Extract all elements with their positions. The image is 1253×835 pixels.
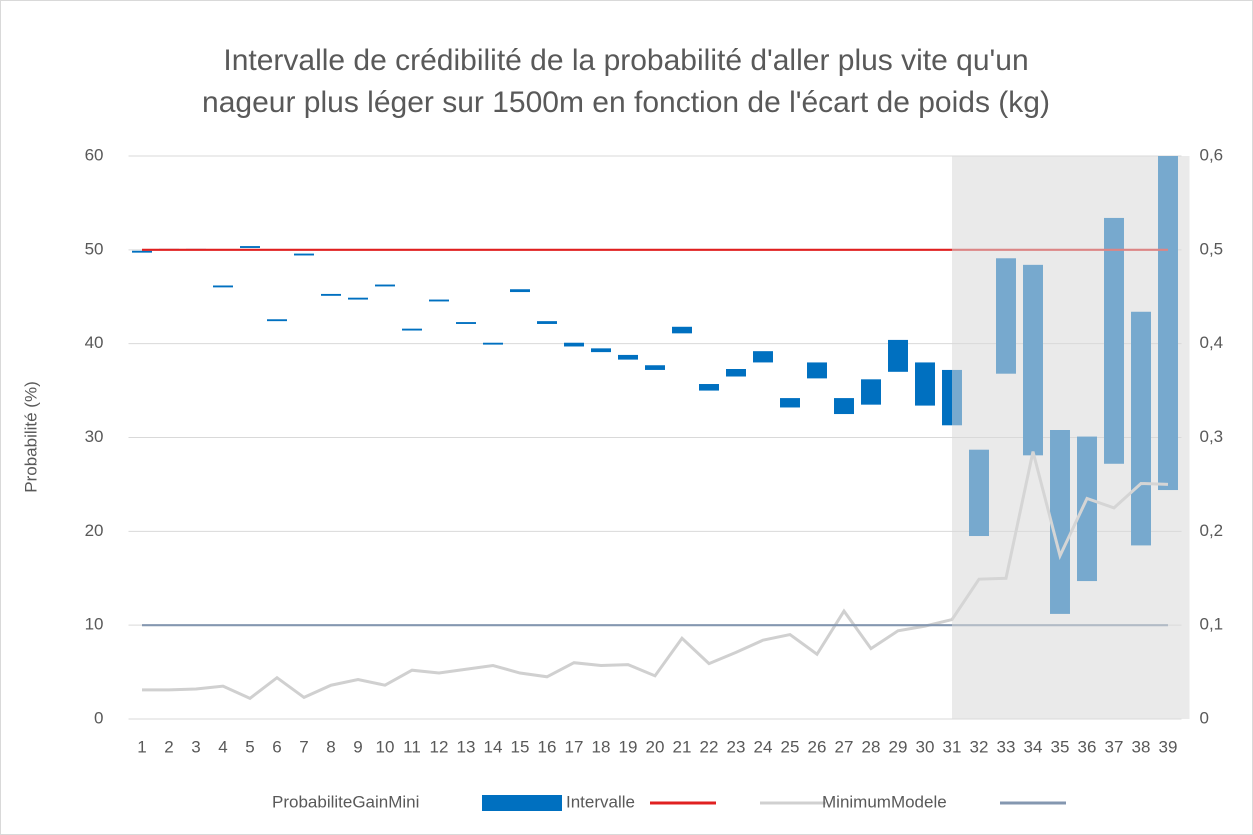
x-tick-label: 3	[191, 737, 200, 756]
x-tick-label: 18	[592, 737, 611, 756]
y-tick-label: 60	[85, 145, 104, 164]
x-tick-label: 24	[754, 737, 773, 756]
x-tick-label: 10	[376, 737, 395, 756]
legend-label: MinimumModele	[822, 792, 947, 811]
y2-tick-label: 0,3	[1200, 427, 1224, 446]
x-tick-label: 22	[700, 737, 719, 756]
x-tick-label: 4	[218, 737, 227, 756]
y-tick-label: 40	[85, 333, 104, 352]
bar	[456, 322, 476, 324]
x-tick-label: 35	[1051, 737, 1070, 756]
y-tick-label: 20	[85, 521, 104, 540]
x-tick-label: 33	[997, 737, 1016, 756]
bar	[294, 253, 314, 256]
bar	[240, 246, 260, 248]
bar	[402, 328, 422, 331]
y2-tick-label: 0,2	[1200, 521, 1224, 540]
chart-title: nageur plus léger sur 1500m en fonction …	[202, 86, 1050, 119]
x-tick-label: 14	[484, 737, 503, 756]
y-tick-label: 30	[85, 427, 104, 446]
y2-tick-label: 0,6	[1200, 145, 1224, 164]
bar	[672, 326, 692, 334]
bar	[321, 293, 341, 296]
x-tick-label: 39	[1159, 737, 1178, 756]
bar	[375, 284, 395, 287]
bar	[132, 250, 152, 253]
bar	[888, 339, 908, 372]
x-tick-label: 21	[673, 737, 692, 756]
y-tick-label: 0	[94, 708, 103, 727]
x-tick-label: 26	[808, 737, 827, 756]
legend-label: ProbabiliteGainMini	[272, 792, 419, 811]
y2-tick-label: 0,4	[1200, 333, 1224, 352]
bar	[753, 351, 773, 363]
bar	[591, 348, 611, 353]
bar	[429, 299, 449, 302]
bar	[348, 297, 368, 300]
y2-tick-label: 0,5	[1200, 239, 1224, 258]
x-tick-label: 37	[1105, 737, 1124, 756]
bar	[213, 285, 233, 288]
x-tick-label: 23	[727, 737, 746, 756]
x-tick-label: 34	[1024, 737, 1043, 756]
x-tick-label: 30	[916, 737, 935, 756]
bar	[645, 365, 665, 370]
y2-tick-label: 0,1	[1200, 615, 1224, 634]
x-tick-label: 36	[1078, 737, 1097, 756]
x-tick-label: 25	[781, 737, 800, 756]
legend-label: Intervalle	[566, 792, 635, 811]
bar	[618, 354, 638, 360]
x-tick-label: 5	[245, 737, 254, 756]
x-tick-label: 11	[403, 737, 421, 756]
bar	[267, 319, 287, 322]
x-tick-label: 32	[970, 737, 989, 756]
bar	[564, 342, 584, 347]
x-tick-label: 13	[457, 737, 476, 756]
bar	[483, 342, 503, 345]
x-tick-label: 9	[353, 737, 362, 756]
bar	[915, 362, 935, 406]
x-tick-label: 7	[299, 737, 308, 756]
bar	[726, 369, 746, 377]
x-tick-label: 29	[889, 737, 908, 756]
y-tick-label: 50	[85, 239, 104, 258]
x-tick-label: 27	[835, 737, 854, 756]
chart-title: Intervalle de crédibilité de la probabil…	[223, 44, 1028, 77]
x-tick-label: 2	[164, 737, 173, 756]
bar	[834, 398, 854, 415]
x-tick-label: 20	[646, 737, 665, 756]
x-tick-label: 15	[511, 737, 530, 756]
x-tick-label: 38	[1132, 737, 1151, 756]
bar	[510, 289, 530, 293]
legend-marker	[482, 795, 562, 811]
bar	[537, 321, 557, 324]
x-tick-label: 1	[137, 737, 146, 756]
x-tick-label: 17	[565, 737, 584, 756]
x-tick-label: 28	[862, 737, 881, 756]
x-tick-label: 16	[538, 737, 557, 756]
y2-tick-label: 0	[1200, 708, 1209, 727]
bar	[780, 398, 800, 408]
y-tick-label: 10	[85, 615, 104, 634]
x-tick-label: 12	[430, 737, 449, 756]
bar	[807, 362, 827, 379]
x-tick-label: 8	[326, 737, 335, 756]
bar	[861, 379, 881, 405]
x-tick-label: 19	[619, 737, 638, 756]
bar	[699, 384, 719, 391]
y-axis-label: Probabilité (%)	[21, 381, 40, 493]
x-tick-label: 31	[943, 737, 962, 756]
highlight-region	[952, 156, 1190, 719]
x-tick-label: 6	[272, 737, 281, 756]
